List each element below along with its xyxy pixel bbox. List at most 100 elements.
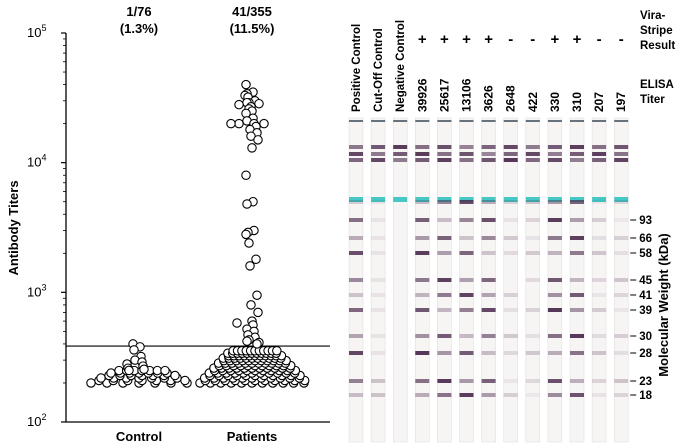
blot-band [570,379,584,383]
blot-band [415,293,430,297]
blot-band [570,278,584,282]
y-ticks: 102 103 104 105 [27,23,66,429]
blot-band [614,278,629,282]
blot-band [371,351,386,355]
strip-top-band [459,120,474,122]
blot-band [459,379,474,383]
blot-band [371,200,386,204]
blot-band [437,334,452,338]
mw-label: 45 [639,275,652,287]
blot-band [371,278,386,282]
blot-band [437,379,452,383]
blot-band [570,308,584,312]
strip-top-band [570,120,584,122]
lane-labels: Positive Control Cut-Off Control Negative … [351,20,628,112]
blot-band [415,152,430,156]
blot-band [592,308,607,312]
titer-header-line-2: Titer [640,94,665,106]
mw-label: 30 [639,331,652,343]
blot-band [570,236,584,240]
blot-band [525,158,540,162]
marker-band [393,197,408,202]
blot-band [393,158,408,162]
blot-band [614,379,629,383]
blot-band [547,278,562,282]
blot-band [437,236,452,240]
group-percent-label: (11.5%) [230,21,275,36]
mw-label: 18 [639,390,652,402]
marker-band [614,197,629,202]
blot-band [503,218,518,222]
x-category-label: Control [116,429,162,444]
blot-band [459,145,474,149]
blot-band [614,393,629,397]
blot-band [415,393,430,397]
blot-band [503,308,518,312]
blot-band [547,218,562,222]
blot-strips [348,117,629,443]
data-point [242,199,252,209]
blot-band [371,158,386,162]
strip-top-band [503,120,518,122]
data-point [241,170,251,180]
blot-band [547,152,562,156]
blot-band [614,218,629,222]
marker-band [570,197,584,202]
blot-band [525,145,540,149]
blot-band [437,351,452,355]
blot-band [349,393,363,397]
blot-band [592,351,607,355]
data-point [139,364,149,375]
blot-band [481,379,496,383]
blot-band [459,152,474,156]
blot-band [547,379,562,383]
mw-label: 39 [639,305,652,317]
data-point [180,375,190,386]
blot-band [349,308,363,312]
blot-band [371,152,386,156]
elisa-titer-label: 422 [526,92,540,112]
y-tick-label: 105 [27,23,46,40]
blot-band [614,236,629,240]
vira-stripe-result: + [418,31,427,48]
blot-band [503,334,518,338]
blot-band [481,236,496,240]
data-point [241,229,251,240]
blot-band [481,293,496,297]
blot-band [481,251,496,255]
vira-stripe-result: + [484,31,493,48]
blot-band [503,152,518,156]
data-points [86,79,310,388]
blot-band [481,145,496,149]
strip-top-band [371,120,386,122]
group-labels: 1/76 (1.3%) Control 41/355 (11.5%) Patients [116,4,277,444]
blot-band [614,251,629,255]
blot-band [415,145,430,149]
blot-band [459,293,474,297]
data-point [124,365,134,376]
data-point [129,345,139,355]
blot-band [349,278,363,282]
marker-band [371,197,386,202]
blot-band [592,278,607,282]
mw-label: 93 [639,215,652,227]
blot-band [349,145,363,149]
data-point [170,370,180,381]
blot-band [371,145,386,149]
dot-plot: Antibody Titers 102 103 104 105 1/76 (1.3%) C… [6,4,330,444]
mw-label: 66 [639,233,652,245]
elisa-titer-label: 13106 [460,78,474,112]
blot-band [525,379,540,383]
data-point [246,300,256,310]
blot-band [349,236,363,240]
blot-band [437,308,452,312]
blot-band [614,334,629,338]
blot-band [437,152,452,156]
blot-band [415,251,430,255]
blot-band [371,334,386,338]
blot-band [459,236,474,240]
strip-top-band [614,120,629,122]
marker-band [481,197,496,202]
blot-band [525,334,540,338]
vira-stripe-result: - [530,31,535,48]
